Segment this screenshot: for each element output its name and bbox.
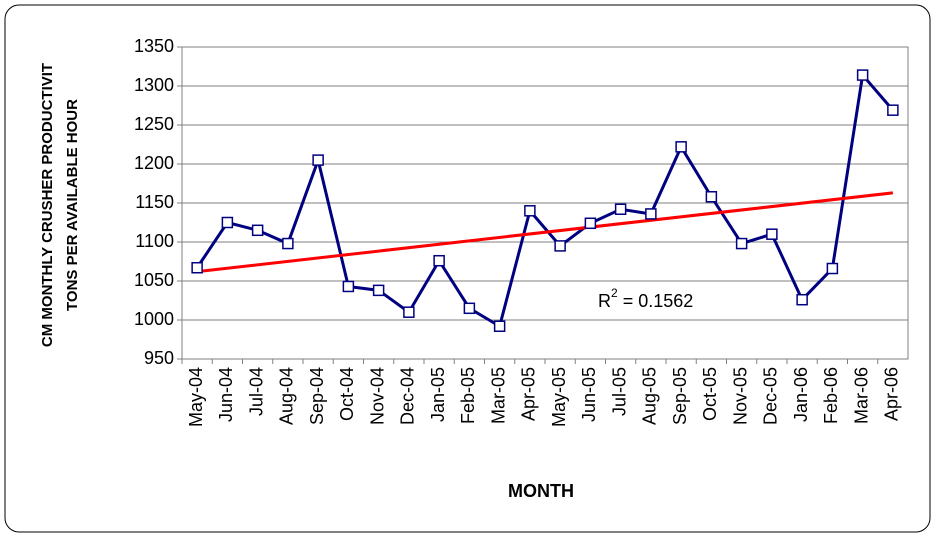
data-point — [282, 237, 294, 250]
y-tick-label: 1350 — [134, 36, 174, 56]
x-tick-label: Apr-05 — [519, 367, 539, 421]
x-tick-label: Jul-05 — [609, 367, 629, 416]
data-point — [856, 69, 869, 81]
y-tick-label: 1300 — [134, 75, 174, 95]
data-point — [796, 293, 808, 306]
x-tick-label: Dec-05 — [761, 367, 781, 425]
data-point — [887, 104, 899, 116]
data-point — [614, 203, 627, 215]
r-base: R — [598, 291, 611, 311]
x-tick-label: Jan-05 — [428, 367, 448, 422]
y-tick-label: 950 — [144, 348, 174, 368]
r-squared-label: R2 = 0.1562 — [598, 286, 693, 311]
data-point — [675, 141, 687, 153]
r-sup: 2 — [611, 286, 618, 300]
y-tick-label: 1150 — [135, 192, 174, 212]
y-tick-label: 1100 — [135, 231, 174, 251]
data-point — [524, 205, 536, 217]
data-point — [251, 224, 264, 237]
data-point — [705, 191, 718, 203]
y-axis-title: CM MONTHLY CRUSHER PRODUCTIVIT — [39, 63, 56, 347]
x-tick-label: Feb-05 — [458, 367, 478, 424]
x-tick-label: Mar-05 — [488, 367, 508, 424]
x-tick-label: Nov-04 — [367, 367, 387, 425]
x-tick-label: Nov-05 — [730, 367, 750, 425]
data-point — [433, 254, 445, 267]
x-tick-label: Apr-06 — [882, 367, 902, 421]
data-point — [493, 320, 506, 332]
x-tick-label: Sep-05 — [670, 367, 690, 425]
x-tick-label: Jul-04 — [246, 367, 266, 416]
x-tick-label: Aug-05 — [640, 367, 660, 425]
trend-line — [196, 191, 894, 274]
x-tick-label: Dec-04 — [398, 367, 418, 425]
series-line — [195, 71, 895, 329]
data-point — [342, 280, 355, 293]
x-tick-label: Oct-05 — [700, 367, 720, 421]
y-tick-label: 1250 — [134, 114, 174, 134]
data-point — [645, 208, 657, 220]
r-value: = 0.1562 — [618, 291, 694, 311]
data-point — [191, 261, 203, 274]
data-point — [735, 237, 748, 250]
data-point — [463, 302, 476, 315]
x-tick-label: May-05 — [549, 367, 569, 427]
x-tick-label: Feb-06 — [821, 367, 841, 424]
data-point — [554, 240, 566, 252]
x-tick-label: Jan-06 — [791, 367, 811, 422]
x-tick-label: Sep-04 — [307, 367, 327, 425]
x-tick-label: Mar-06 — [851, 367, 871, 424]
data-point — [766, 228, 778, 240]
x-tick-label: May-04 — [186, 367, 206, 427]
data-point — [826, 262, 839, 275]
data-point — [584, 217, 597, 230]
x-tick-label: Oct-04 — [337, 367, 357, 421]
x-axis-title: MONTH — [508, 481, 574, 501]
x-tick-label: Aug-04 — [277, 367, 297, 425]
y-axis-title: TONS PER AVAILABLE HOUR — [64, 99, 81, 311]
data-point — [372, 284, 385, 297]
y-tick-label: 1050 — [134, 270, 174, 290]
data-point — [403, 306, 415, 318]
x-tick-label: Jun-05 — [579, 367, 599, 422]
data-point — [221, 216, 234, 229]
y-tick-label: 1200 — [134, 153, 174, 173]
x-tick-label: Jun-04 — [216, 367, 236, 422]
data-point — [312, 154, 324, 166]
y-tick-label: 1000 — [134, 309, 174, 329]
